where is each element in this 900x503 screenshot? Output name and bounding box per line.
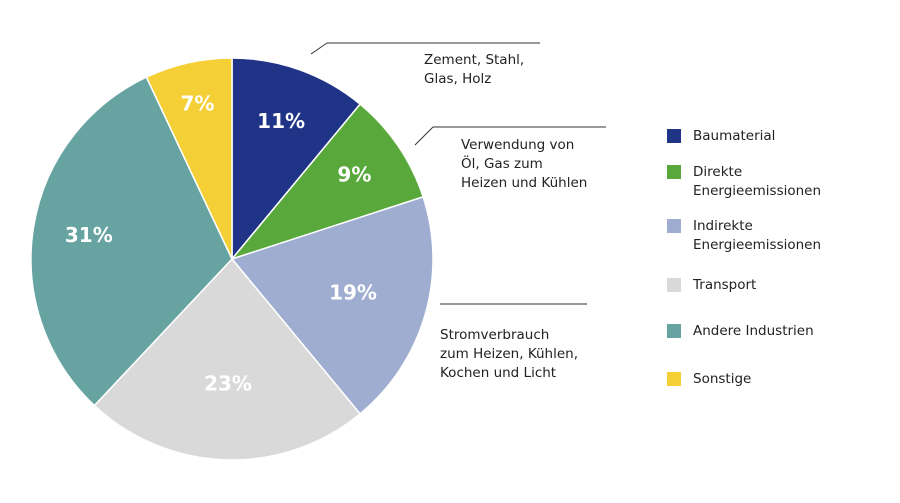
pie-label-andere-industrien: 31% bbox=[65, 223, 113, 247]
pie-slice-sonstige bbox=[145, 57, 233, 260]
pie-slice-andere-industrien bbox=[30, 76, 233, 407]
legend-item-andere-industrien: Andere Industrien bbox=[667, 322, 814, 341]
legend-label: Andere Industrien bbox=[693, 323, 814, 339]
legend-swatch bbox=[667, 129, 681, 143]
legend-label: Baumaterial bbox=[693, 128, 776, 144]
legend-swatch bbox=[667, 165, 681, 179]
legend-item-direkte-energieemissionen: Direkte Energieemissionen bbox=[667, 163, 821, 201]
pie-slice-direkte-energieemissionen bbox=[229, 103, 425, 261]
legend-swatch bbox=[667, 324, 681, 338]
annotation-baumaterial: Zement, Stahl, Glas, Holz bbox=[424, 52, 525, 87]
legend-swatch bbox=[667, 219, 681, 233]
legend-label: Transport bbox=[693, 277, 757, 293]
legend-label: Indirekte Energieemissionen bbox=[693, 218, 822, 253]
annotation-direkte-energieemissionen: Verwendung von Öl, Gas zum Heizen und Kü… bbox=[461, 137, 588, 191]
pie-label-transport: 23% bbox=[204, 371, 252, 395]
pie-value-labels: 11% 9% 19% 23% 31% 7% bbox=[65, 91, 377, 395]
annotation-indirekte-energieemissionen: Stromverbrauch zum Heizen, Kühlen, Koche… bbox=[440, 327, 579, 381]
legend-label: Sonstige bbox=[693, 371, 752, 387]
legend-label: Direkte Energieemissionen bbox=[693, 164, 822, 199]
legend-swatch bbox=[667, 372, 681, 386]
pie-slices bbox=[30, 57, 434, 461]
legend-item-sonstige: Sonstige bbox=[667, 370, 751, 389]
legend-item-baumaterial: Baumaterial bbox=[667, 127, 775, 146]
pie-label-sonstige: 7% bbox=[181, 91, 215, 115]
pie-label-direkte-energieemissionen: 9% bbox=[337, 162, 371, 186]
annotation-leader-baumaterial bbox=[310, 42, 328, 55]
legend-item-transport: Transport bbox=[667, 276, 756, 295]
pie-label-indirekte-energieemissionen: 19% bbox=[329, 281, 377, 305]
annotation-leader-direkte bbox=[414, 126, 434, 146]
pie-slice-transport bbox=[93, 257, 362, 461]
legend-item-indirekte-energieemissionen: Indirekte Energieemissionen bbox=[667, 217, 821, 255]
pie-slice-baumaterial bbox=[231, 57, 362, 262]
legend-swatch bbox=[667, 278, 681, 292]
pie-label-baumaterial: 11% bbox=[257, 109, 305, 133]
pie-slice-indirekte-energieemissionen bbox=[230, 195, 434, 415]
